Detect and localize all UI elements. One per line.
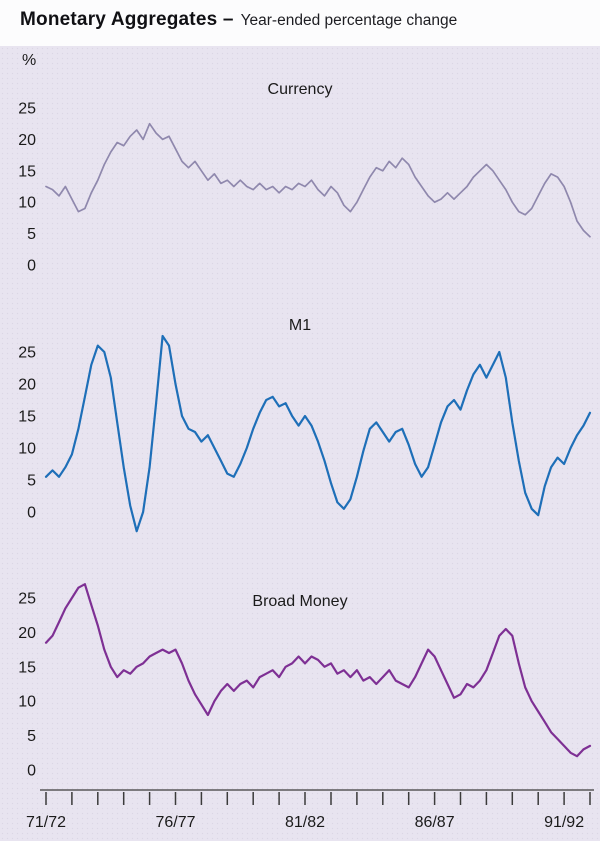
- line-series-broad-money: [44, 583, 592, 758]
- line-series-m1: [44, 334, 592, 533]
- x-axis-label: 91/92: [544, 814, 584, 831]
- y-tick-label-broad-money: 25: [18, 591, 36, 608]
- y-tick-label-currency: 0: [27, 258, 36, 275]
- panel-title-m1: M1: [289, 317, 311, 334]
- figure-header: Monetary Aggregates – Year-ended percenta…: [0, 0, 600, 46]
- y-tick-label-broad-money: 0: [27, 763, 36, 780]
- y-tick-label-m1: 0: [27, 505, 36, 522]
- y-tick-label-broad-money: 20: [18, 625, 36, 642]
- y-tick-label-broad-money: 15: [18, 659, 36, 676]
- y-tick-label-currency: 5: [27, 226, 36, 243]
- line-series-currency: [45, 122, 591, 238]
- panel-title-broad-money: Broad Money: [252, 593, 347, 610]
- figure-subtitle: Year-ended percentage change: [240, 12, 458, 29]
- percent-unit-label: %: [22, 52, 37, 69]
- y-tick-label-m1: 10: [18, 441, 36, 458]
- y-tick-label-m1: 25: [18, 345, 36, 362]
- y-tick-label-m1: 5: [27, 473, 36, 490]
- y-tick-label-m1: 15: [18, 409, 36, 426]
- y-tick-label-broad-money: 5: [27, 728, 36, 745]
- chart-panel: % Currency 0 5 10 15 20 25 M1 0 5 10 15 20 25 Broad Mo…: [0, 46, 600, 841]
- x-axis-label: 81/82: [285, 814, 325, 831]
- x-axis-label: 86/87: [415, 814, 455, 831]
- panel-title-currency: Currency: [268, 81, 333, 98]
- figure-title: Monetary Aggregates –: [20, 9, 234, 30]
- y-tick-label-currency: 20: [18, 132, 36, 149]
- y-tick-label-currency: 10: [18, 195, 36, 212]
- y-tick-label-broad-money: 10: [18, 694, 36, 711]
- y-tick-label-currency: 25: [18, 101, 36, 118]
- x-axis-label: 71/72: [26, 814, 66, 831]
- x-axis-label: 76/77: [155, 814, 195, 831]
- charts-svg: Currency 0 5 10 15 20 25 M1 0 5 10 15 20 25 Broad Mone…: [18, 81, 594, 831]
- y-tick-label-currency: 15: [18, 163, 36, 180]
- y-tick-label-m1: 20: [18, 377, 36, 394]
